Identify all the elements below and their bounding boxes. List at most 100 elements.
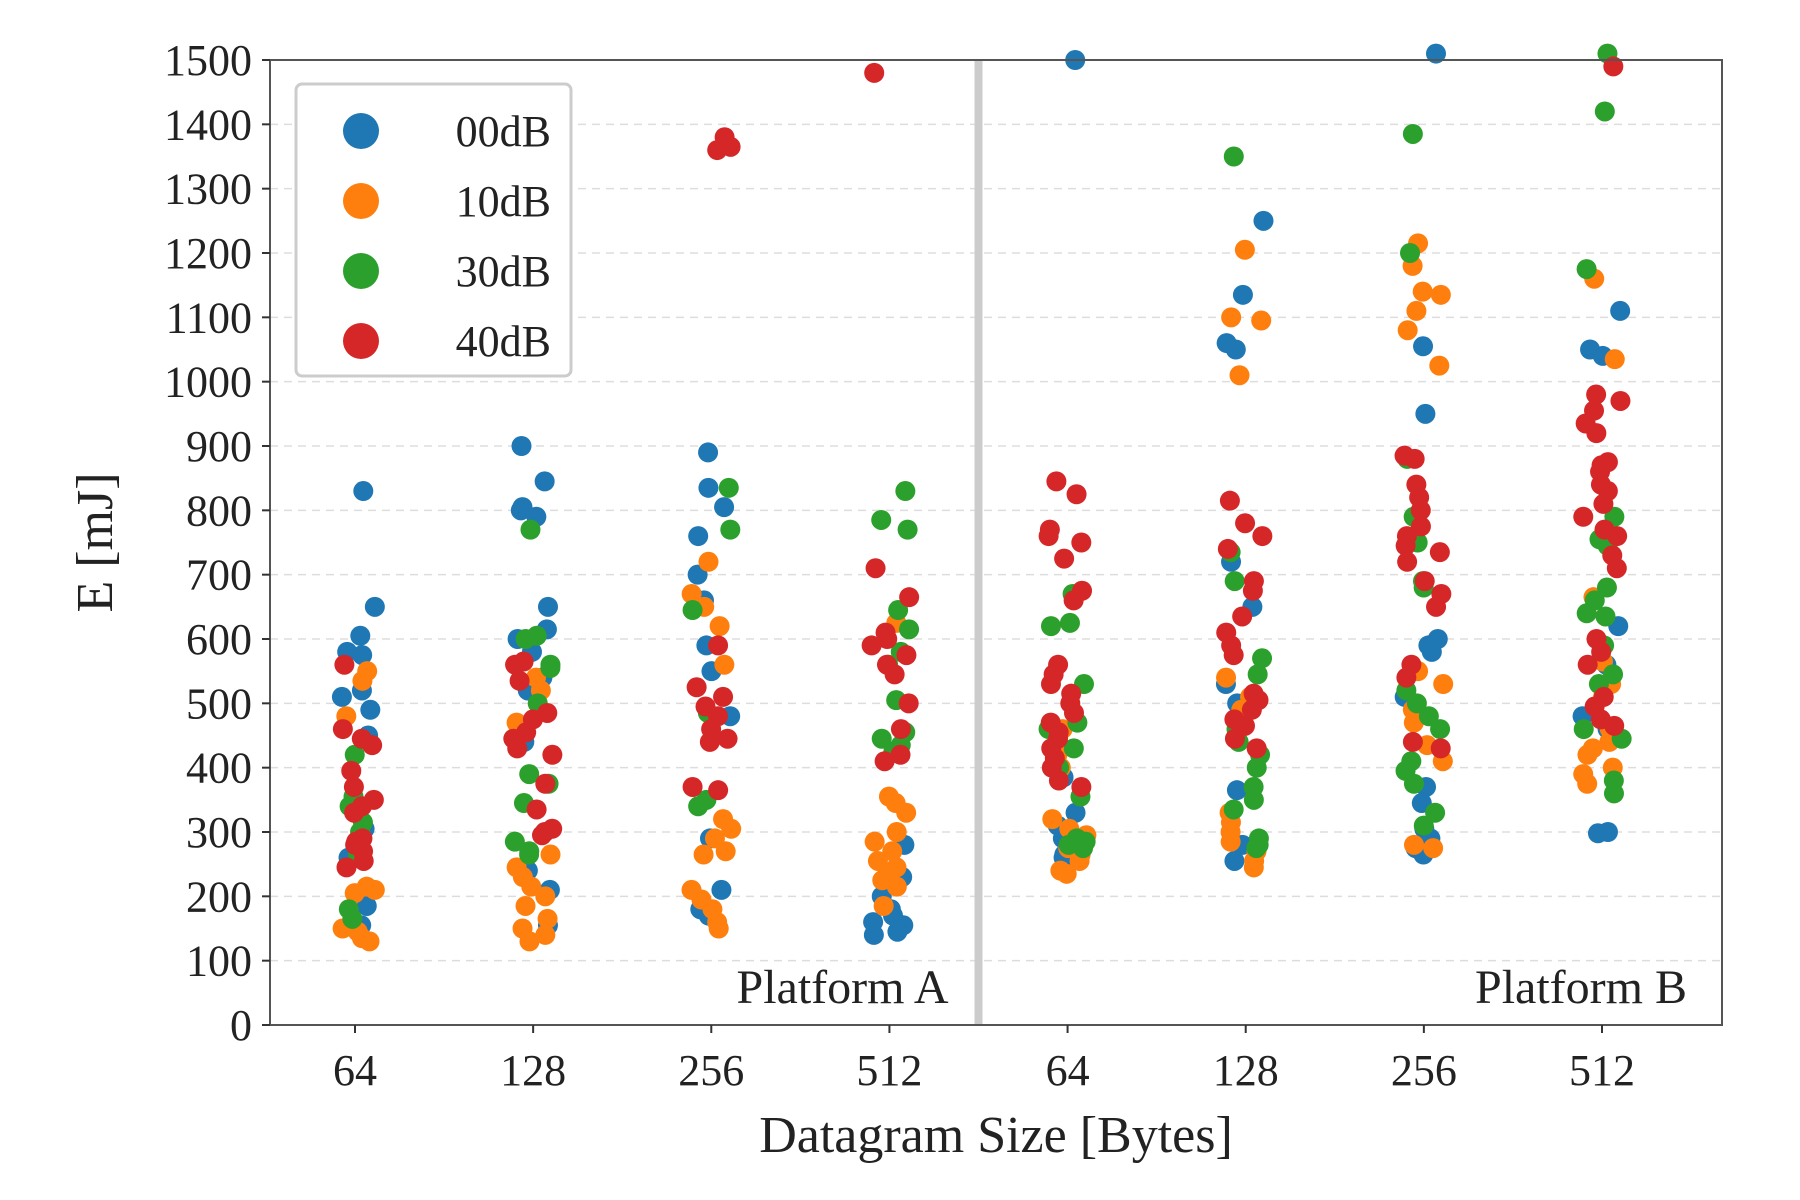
data-point	[519, 931, 540, 952]
data-point	[1418, 706, 1439, 727]
data-point	[720, 519, 741, 540]
data-point	[871, 509, 892, 530]
data-point	[874, 751, 895, 772]
data-point	[1573, 719, 1594, 740]
y-tick-label: 400	[186, 744, 252, 793]
data-point	[1415, 403, 1436, 424]
data-point	[1591, 641, 1612, 662]
data-point	[1224, 728, 1245, 749]
data-point	[344, 802, 365, 823]
data-point	[1425, 802, 1446, 823]
legend-marker	[343, 253, 379, 289]
y-tick-label: 1300	[164, 165, 252, 214]
data-point	[350, 625, 371, 646]
legend-marker	[343, 113, 379, 149]
x-tick-label: 64	[333, 1046, 377, 1095]
data-point	[1403, 834, 1424, 855]
data-point	[718, 477, 739, 498]
data-point	[332, 719, 353, 740]
y-tick-label: 300	[186, 808, 252, 857]
data-point	[1223, 645, 1244, 666]
x-axis: 64 128 256 512 64 128 256 512	[333, 1025, 1635, 1095]
x-tick-label: 256	[1391, 1046, 1457, 1095]
y-tick-label: 800	[186, 486, 252, 535]
data-point	[698, 477, 719, 498]
data-point	[1413, 336, 1434, 357]
data-point	[521, 876, 542, 897]
data-point	[531, 825, 552, 846]
data-point	[1065, 802, 1086, 823]
data-point	[708, 918, 729, 939]
data-point	[359, 931, 380, 952]
data-point	[537, 908, 558, 929]
data-point	[698, 442, 719, 463]
data-point	[1241, 699, 1262, 720]
data-point	[1433, 674, 1454, 695]
data-point	[1251, 310, 1272, 331]
data-point	[1603, 664, 1624, 685]
data-point	[1232, 284, 1253, 305]
data-point	[1225, 339, 1246, 360]
y-tick-label: 1500	[164, 36, 252, 85]
data-point	[1594, 101, 1615, 122]
y-tick-label: 0	[230, 1001, 252, 1050]
y-tick-label: 100	[186, 937, 252, 986]
data-point	[1247, 664, 1268, 685]
data-point	[681, 583, 702, 604]
y-tick-label: 1100	[166, 293, 252, 342]
data-point	[1426, 596, 1447, 617]
data-point	[864, 831, 885, 852]
data-points	[331, 43, 1632, 952]
data-point	[1429, 355, 1450, 376]
data-point	[886, 876, 907, 897]
data-point	[686, 677, 707, 698]
data-point	[362, 735, 383, 756]
data-point	[504, 831, 525, 852]
data-point	[1576, 259, 1597, 280]
data-point	[711, 879, 732, 900]
panel-label-a: Platform A	[737, 961, 949, 1014]
data-point	[1403, 773, 1424, 794]
legend-label: 30dB	[456, 247, 551, 296]
data-point	[1397, 320, 1418, 341]
data-point	[1414, 571, 1435, 592]
data-point	[1229, 365, 1250, 386]
data-point	[331, 686, 352, 707]
data-point	[1593, 493, 1614, 514]
data-point	[1429, 542, 1450, 563]
data-point	[699, 731, 720, 752]
y-tick-label: 1000	[164, 358, 252, 407]
data-point	[887, 921, 908, 942]
data-point	[863, 912, 884, 933]
data-point	[1400, 243, 1421, 263]
data-point	[353, 850, 374, 871]
data-point	[1430, 738, 1451, 759]
data-point	[1224, 571, 1245, 592]
data-point	[877, 629, 898, 649]
y-tick-label: 700	[186, 551, 252, 600]
data-point	[1246, 738, 1267, 759]
data-point	[1610, 390, 1631, 411]
data-point	[1596, 577, 1617, 598]
legend-marker	[343, 323, 379, 359]
data-point	[1220, 831, 1241, 852]
data-point	[1607, 526, 1628, 547]
data-point	[542, 744, 563, 765]
data-point	[1223, 799, 1244, 820]
data-point	[356, 895, 377, 916]
data-point	[507, 738, 528, 759]
data-point	[1396, 667, 1417, 688]
data-point	[344, 883, 365, 904]
data-point	[511, 436, 532, 456]
data-point	[1413, 815, 1434, 836]
data-point	[1252, 648, 1273, 669]
x-tick-label: 64	[1046, 1046, 1090, 1095]
data-point	[1242, 580, 1263, 601]
data-point	[1587, 823, 1608, 844]
plot-frame	[269, 59, 1723, 1026]
data-point	[1586, 384, 1607, 405]
data-point	[721, 818, 742, 839]
data-point	[865, 558, 886, 579]
data-point	[1224, 850, 1245, 871]
data-point	[364, 879, 385, 900]
